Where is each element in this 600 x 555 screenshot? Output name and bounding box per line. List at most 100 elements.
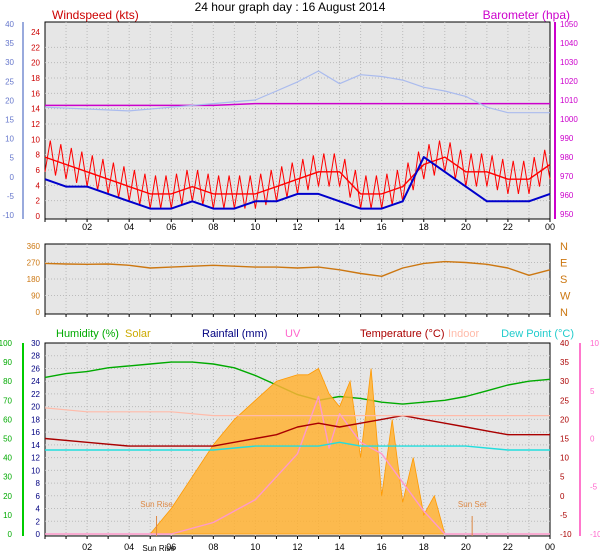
barometer-tick-label: 1010 xyxy=(560,96,578,105)
rainfall-tick-label: 14 xyxy=(31,441,40,450)
solar-label: Solar xyxy=(125,328,151,340)
humidity-tick-label: 0 xyxy=(8,530,13,539)
temperature-tick-label: -5 xyxy=(560,511,568,520)
rainfall-tick-label: 6 xyxy=(36,492,41,501)
temp-xtick-label: 22 xyxy=(503,542,513,552)
wind-xtick-label: 08 xyxy=(208,222,218,232)
rainfall-tick-label: 8 xyxy=(36,479,41,488)
windspeed-tick-label: 2 xyxy=(36,197,41,206)
gust-scale-tick-label: 15 xyxy=(5,116,14,125)
uv-line xyxy=(45,395,550,535)
barometer-tick-label: 1000 xyxy=(560,115,578,124)
wind-xtick-label: 00 xyxy=(545,222,555,232)
windspeed-tick-label: 16 xyxy=(31,89,40,98)
dewpoint-line xyxy=(45,441,550,451)
wind-xtick-label: 16 xyxy=(377,222,387,232)
direction-tick-label: 90 xyxy=(31,292,40,301)
uv-scale-tick-label: -5 xyxy=(590,482,598,491)
temp-xtick-label: 00 xyxy=(545,542,555,552)
rainfall-tick-label: 20 xyxy=(31,403,40,412)
temp-xtick-label: 20 xyxy=(461,542,471,552)
windspeed-tick-label: 6 xyxy=(36,166,41,175)
barometer-tick-label: 1040 xyxy=(560,39,578,48)
direction-tick-label: 270 xyxy=(27,259,41,268)
gust-scale-tick-label: -10 xyxy=(2,211,14,220)
temp-xtick-label: 10 xyxy=(250,542,260,552)
rainfall-tick-label: 12 xyxy=(31,454,40,463)
wind-series xyxy=(44,70,551,210)
wind-axis-ticks: 02 04 06 08 10 12 14 16 18 20 22 000246810121416182… xyxy=(2,20,578,232)
rainfall-tick-label: 0 xyxy=(36,530,41,539)
rainfall-tick-label: 26 xyxy=(31,364,40,373)
windspeed-tick-label: 12 xyxy=(31,120,40,129)
uv-scale-tick-label: 10 xyxy=(590,339,599,348)
temp-xtick-label: 04 xyxy=(124,542,134,552)
barometer-tick-label: 980 xyxy=(560,153,574,162)
barometer-tick-label: 950 xyxy=(560,210,574,219)
humidity-tick-label: 60 xyxy=(3,415,12,424)
rainfall-tick-label: 2 xyxy=(36,517,41,526)
wind-xtick-label: 22 xyxy=(503,222,513,232)
direction-tick-label: 0 xyxy=(36,308,41,317)
windspeed-tick-label: 10 xyxy=(31,135,40,144)
wind-barometer-panel: Windspeed (kts) Barometer (hpa) 02 04 06 08… xyxy=(2,8,578,232)
compass-label: E xyxy=(560,258,567,270)
indoor-label: Indoor xyxy=(448,328,480,340)
temp-xtick-label: 18 xyxy=(419,542,429,552)
barometer-tick-label: 960 xyxy=(560,191,574,200)
temp-xtick-label: 14 xyxy=(335,542,345,552)
humidity-tick-label: 30 xyxy=(3,473,12,482)
gust-scale-tick-label: 35 xyxy=(5,39,14,48)
temperature-tick-label: 30 xyxy=(560,377,569,386)
barometer-axis-label: Barometer (hpa) xyxy=(483,8,570,22)
temperature-tick-label: -10 xyxy=(560,530,572,539)
humidity-tick-label: 20 xyxy=(3,492,12,501)
barometer-tick-label: 990 xyxy=(560,134,574,143)
temperature-tick-label: 20 xyxy=(560,415,569,424)
temp-axis-ticks: 02 04 06 08 10 12 14 16 18 20 22 000102030405060708… xyxy=(0,339,600,552)
indoor-line xyxy=(44,407,550,417)
windspeed-tick-label: 18 xyxy=(31,74,40,83)
wind-plot-area xyxy=(44,21,551,220)
temp-xtick-label: 02 xyxy=(82,542,92,552)
gust-scale-tick-label: 0 xyxy=(10,173,15,182)
wind-xtick-label: 18 xyxy=(419,222,429,232)
solar-area xyxy=(45,367,550,535)
rainfall-tick-label: 4 xyxy=(36,505,41,514)
gust-scale-tick-label: 25 xyxy=(5,77,14,86)
sunrise-annotation: Sun Rise xyxy=(140,500,173,509)
temperature-tick-label: 0 xyxy=(560,492,565,501)
windspeed-line xyxy=(44,156,551,195)
compass-label: W xyxy=(560,291,571,303)
sunrise-axis-annotation: Sun Rise xyxy=(142,544,175,553)
temperature-tick-label: 10 xyxy=(560,454,569,463)
humidity-tick-label: 70 xyxy=(3,396,12,405)
uv-scale-tick-label: -10 xyxy=(590,530,600,539)
direction-series xyxy=(44,260,551,277)
compass-label: S xyxy=(560,274,567,286)
humidity-tick-label: 90 xyxy=(3,358,12,367)
humidity-tick-label: 100 xyxy=(0,339,13,348)
compass-label: N xyxy=(560,307,568,319)
windspeed-tick-label: 14 xyxy=(31,105,40,114)
temp-xtick-label: 08 xyxy=(208,542,218,552)
rainfall-tick-label: 18 xyxy=(31,415,40,424)
sun-annotations: Sun Rise Sun Set Sun Rise xyxy=(140,500,487,553)
temperature-tick-label: 40 xyxy=(560,339,569,348)
barometer-tick-label: 1020 xyxy=(560,77,578,86)
windspeed-tick-label: 22 xyxy=(31,43,40,52)
gust-scale-tick-label: 10 xyxy=(5,135,14,144)
gust-scale-tick-label: 40 xyxy=(5,20,14,29)
barometer-tick-label: 970 xyxy=(560,172,574,181)
rainfall-tick-label: 28 xyxy=(31,352,40,361)
humidity-label: Humidity (%) xyxy=(56,328,119,340)
sunset-annotation: Sun Set xyxy=(458,500,487,509)
gust-scale-tick-label: 30 xyxy=(5,58,14,67)
temperature-tick-label: 25 xyxy=(560,396,569,405)
wind-xtick-label: 02 xyxy=(82,222,92,232)
gust-scale-tick-label: -5 xyxy=(7,192,15,201)
